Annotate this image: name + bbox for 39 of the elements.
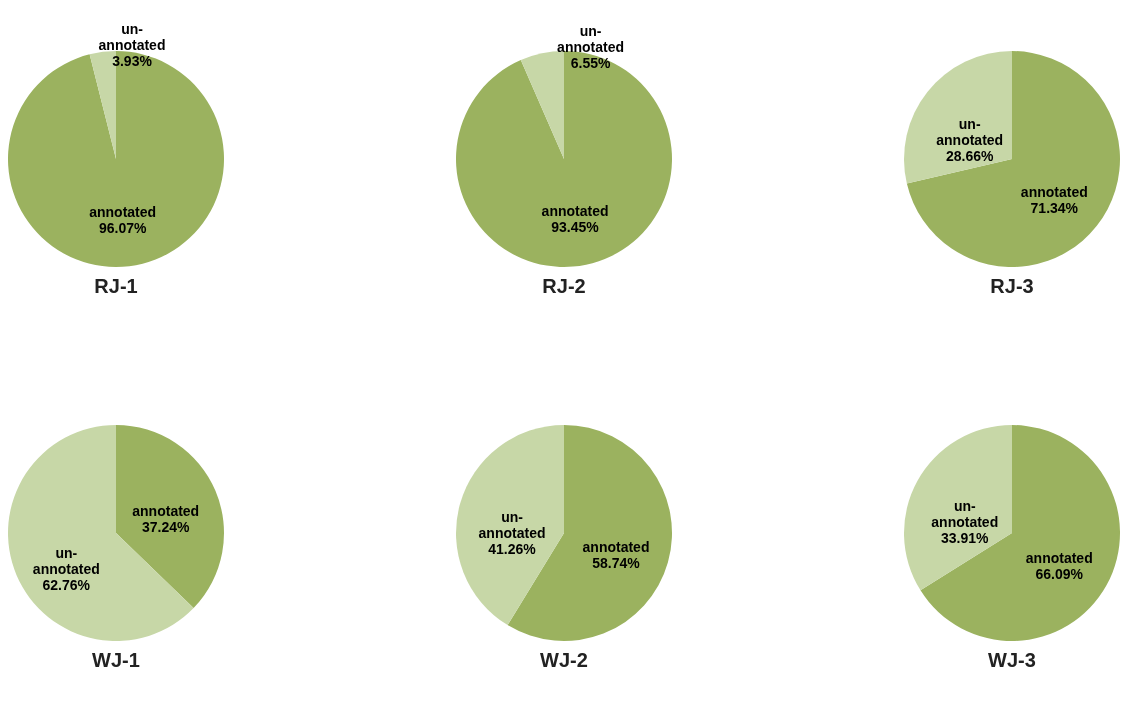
data-label: 37.24% [141, 518, 191, 535]
text: WJ-1 [92, 649, 140, 671]
data-label: 3.93% [112, 52, 153, 69]
pie-slice [456, 51, 672, 267]
data-label: 62.76% [42, 577, 91, 594]
text: RJ-1 [94, 275, 138, 297]
slice-label: un-annotated [557, 22, 625, 55]
text: RJ-2 [542, 275, 586, 297]
data-label: 71.34% [1030, 199, 1079, 216]
slice-label: annotated [89, 203, 157, 220]
slice-label: un-annotated [478, 509, 546, 542]
slice-label: annotated [1025, 550, 1093, 567]
pie-slice [456, 425, 564, 626]
pie-slice [904, 51, 1012, 184]
slice-label: un-annotated [936, 116, 1004, 149]
text: WJ-3 [988, 649, 1036, 671]
data-label: 6.55% [570, 54, 611, 71]
slice-label: annotated [132, 502, 200, 519]
slice-label: un-annotated [98, 20, 166, 53]
data-label: 96.07% [98, 219, 147, 236]
slice-label: un-annotated [32, 545, 100, 578]
pie-slice [116, 425, 224, 609]
slice-label: un-annotated [931, 497, 999, 530]
pie-slice [8, 51, 224, 267]
pie-slice [904, 425, 1012, 591]
data-label: 93.45% [551, 218, 600, 235]
data-label: 28.66% [945, 148, 994, 165]
data-label: 58.74% [592, 554, 641, 571]
data-label: 66.09% [1035, 566, 1084, 583]
data-label: 33.91% [941, 529, 990, 546]
pie-slice [520, 51, 564, 159]
data-label: 41.26% [488, 541, 537, 558]
slice-label: annotated [541, 202, 609, 219]
pie-slice [920, 425, 1120, 641]
pie-slice [906, 51, 1120, 267]
text: RJ-3 [990, 275, 1034, 297]
text: WJ-2 [540, 649, 588, 671]
slice-label: annotated [1020, 183, 1088, 200]
slice-label: annotated [582, 538, 650, 555]
